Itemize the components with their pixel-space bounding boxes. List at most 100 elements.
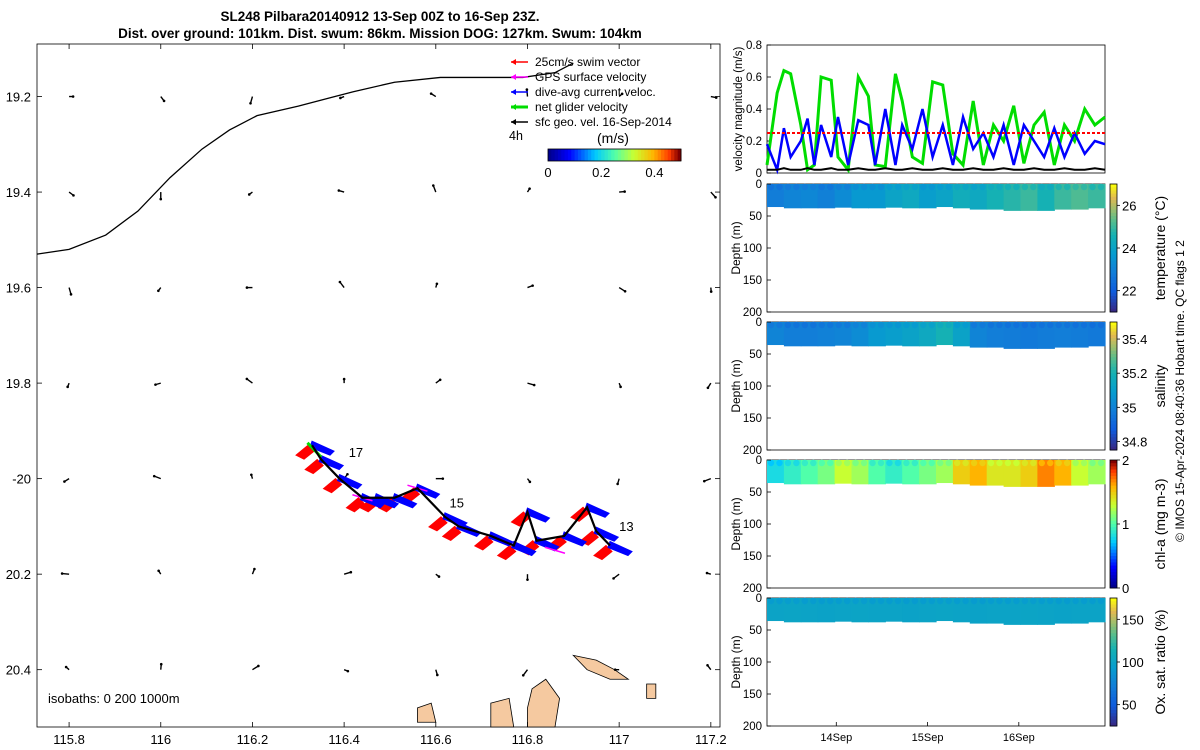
section-colorbar-cell <box>1110 248 1117 252</box>
surface-sample-dot <box>1072 597 1079 605</box>
surface-sample-dot <box>911 183 919 191</box>
surface-sample-dot <box>962 597 969 605</box>
section-cell <box>969 598 988 624</box>
surface-sample-dot <box>894 459 902 467</box>
section-cell <box>1003 598 1022 625</box>
surface-sample-dot <box>945 459 952 467</box>
section-colorbar-cell <box>1110 681 1117 685</box>
section-colorbar-cell <box>1110 328 1117 333</box>
section-colorbar-cell <box>1110 360 1117 365</box>
surface-sample-dot <box>970 321 978 329</box>
surface-sample-dot <box>784 459 792 467</box>
depth-axis-label: Depth (m) <box>729 635 743 688</box>
surface-sample-dot <box>869 321 876 329</box>
section-colorbar-cell <box>1110 379 1117 384</box>
surface-sample-dot <box>793 459 800 467</box>
surface-sample-dot <box>1038 597 1045 605</box>
section-colorbar-cell <box>1110 572 1117 576</box>
velocity-y-label: velocity magnitude (m/s) <box>733 47 745 172</box>
surface-sample-dot <box>1055 597 1062 605</box>
surface-sample-dot <box>1004 183 1012 191</box>
surface-sample-dot <box>886 597 893 605</box>
depth-tick-label: 150 <box>743 551 762 563</box>
section-colorbar-cell <box>1110 354 1117 358</box>
section-cell <box>969 322 988 348</box>
section-colorbar-cell <box>1110 684 1117 689</box>
surface-sample-dot <box>979 597 986 605</box>
section-colorbar-cell <box>1110 405 1117 409</box>
section-colorbar-cell <box>1110 514 1117 519</box>
section-cell <box>969 460 988 486</box>
surface-sample-dot <box>1021 183 1029 191</box>
surface-sample-dot <box>801 183 809 191</box>
section-colorbar-cell <box>1110 511 1117 515</box>
section-colorbar-cell <box>1110 344 1117 349</box>
section-colorbar-cell <box>1110 251 1117 255</box>
depth-tick-label: 150 <box>743 275 762 287</box>
surface-sample-dot <box>1097 459 1105 467</box>
section-colorbar-cell <box>1110 623 1117 628</box>
section-colorbar-cell <box>1110 674 1117 679</box>
section-colorbar-cell <box>1110 697 1117 701</box>
surface-sample-dot <box>1047 597 1054 605</box>
surface-sample-dot <box>827 459 834 467</box>
surface-sample-dot <box>937 183 944 191</box>
depth-tick-label: 0 <box>756 179 762 191</box>
depth-tick-label: 200 <box>743 721 762 733</box>
section-colorbar-cell <box>1110 325 1117 329</box>
section-colorbar-cell <box>1110 626 1117 631</box>
section-colorbar-cell <box>1110 722 1117 727</box>
section-colorbar-tick-label: 22 <box>1122 284 1136 299</box>
section-colorbar-cell <box>1110 549 1117 554</box>
velocity-y-tick-label: 0.4 <box>746 104 763 116</box>
section-colorbar-cell <box>1110 257 1117 262</box>
section-colorbar-cell <box>1110 260 1117 265</box>
surface-sample-dot <box>869 597 876 605</box>
surface-sample-dot <box>1063 597 1071 605</box>
surface-sample-dot <box>835 183 842 191</box>
surface-sample-dot <box>1047 459 1054 467</box>
surface-sample-dot <box>1097 321 1105 329</box>
section-colorbar-cell <box>1110 418 1117 422</box>
surface-sample-dot <box>979 321 986 329</box>
section-colorbar-cell <box>1110 446 1117 451</box>
section-colorbar-cell <box>1110 536 1117 541</box>
section-cell <box>986 460 1005 486</box>
section-colorbar-cell <box>1110 601 1117 605</box>
surface-sample-dot <box>801 459 809 467</box>
surface-sample-dot <box>945 597 952 605</box>
surface-sample-dot <box>886 183 893 191</box>
section-colorbar-cell <box>1110 466 1117 471</box>
surface-sample-dot <box>903 597 910 605</box>
section-colorbar-cell <box>1110 546 1117 551</box>
section-colorbar-cell <box>1110 508 1117 512</box>
surface-sample-dot <box>894 597 902 605</box>
section-colorbar-cell <box>1110 690 1117 695</box>
surface-sample-dot <box>1080 183 1088 191</box>
section-colorbar-cell <box>1110 283 1117 287</box>
surface-sample-dot <box>970 459 978 467</box>
surface-sample-dot <box>1097 183 1105 191</box>
section-colorbar-cell <box>1110 222 1117 227</box>
surface-sample-dot <box>953 183 961 191</box>
section-colorbar-cell <box>1110 488 1117 493</box>
surface-sample-dot <box>1013 597 1020 605</box>
section-colorbar-cell <box>1110 254 1117 259</box>
section-colorbar-cell <box>1110 703 1117 708</box>
section-cell <box>1071 460 1089 486</box>
section-cell <box>986 598 1005 624</box>
surface-sample-dot <box>1047 321 1054 329</box>
section-colorbar-cell <box>1110 427 1117 432</box>
depth-tick-label: 200 <box>743 445 762 457</box>
section-cell <box>1054 184 1072 210</box>
velocity-series-line <box>765 108 1106 175</box>
surface-sample-dot <box>987 321 995 329</box>
surface-sample-dot <box>793 597 800 605</box>
surface-sample-dot <box>1055 183 1062 191</box>
surface-sample-dot <box>920 597 927 605</box>
section-colorbar-cell <box>1110 414 1117 419</box>
surface-sample-dot <box>996 597 1003 605</box>
depth-tick-label: 0 <box>756 455 762 467</box>
section-cell <box>1020 598 1038 625</box>
section-colorbar-tick-label: 2 <box>1122 453 1129 468</box>
